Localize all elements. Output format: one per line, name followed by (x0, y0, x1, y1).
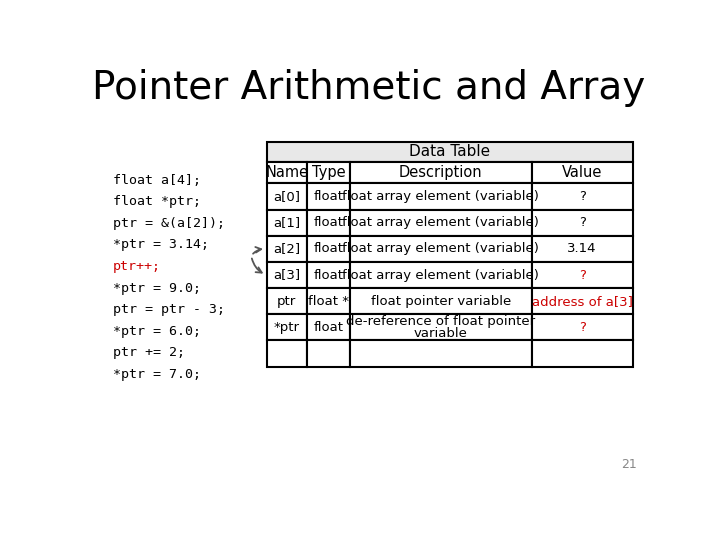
Text: float: float (313, 321, 343, 334)
Text: *ptr = 3.14;: *ptr = 3.14; (113, 239, 210, 252)
Text: float array element (variable): float array element (variable) (342, 268, 539, 281)
Text: ?: ? (579, 190, 585, 203)
Bar (266, 314, 307, 340)
Bar (307, 288, 350, 314)
Bar (350, 162, 532, 184)
Bar (307, 340, 350, 367)
Bar (532, 162, 632, 184)
Text: float *: float * (308, 295, 348, 308)
Bar (266, 288, 307, 314)
Text: ?: ? (579, 216, 585, 229)
Bar (532, 210, 632, 236)
Bar (307, 262, 350, 288)
Text: float: float (313, 216, 343, 229)
Text: variable: variable (414, 327, 467, 340)
Text: float *ptr;: float *ptr; (113, 195, 202, 208)
Text: a[1]: a[1] (274, 216, 300, 229)
Text: a[3]: a[3] (274, 268, 300, 281)
Text: float: float (313, 268, 343, 281)
Text: Description: Description (399, 165, 482, 180)
Text: float: float (313, 190, 343, 203)
Bar (350, 236, 532, 262)
Text: float array element (variable): float array element (variable) (342, 216, 539, 229)
Bar (350, 262, 532, 288)
Text: Pointer Arithmetic and Array: Pointer Arithmetic and Array (92, 69, 646, 107)
Text: Data Table: Data Table (409, 144, 490, 159)
Bar (532, 340, 632, 367)
Bar (350, 210, 532, 236)
Text: *ptr = 7.0;: *ptr = 7.0; (113, 368, 202, 381)
Bar (266, 162, 307, 184)
Text: ptr = &(a[2]);: ptr = &(a[2]); (113, 217, 225, 230)
Bar (266, 340, 307, 367)
Text: Value: Value (562, 165, 603, 180)
Bar (266, 142, 632, 162)
Text: 3.14: 3.14 (567, 242, 597, 255)
Text: 21: 21 (621, 458, 636, 471)
Text: float a[4];: float a[4]; (113, 174, 202, 187)
Text: Type: Type (312, 165, 345, 180)
Text: *ptr = 6.0;: *ptr = 6.0; (113, 325, 202, 338)
Text: ptr++;: ptr++; (113, 260, 161, 273)
Bar (307, 162, 350, 184)
Bar (307, 314, 350, 340)
Text: ?: ? (579, 268, 585, 281)
Text: de-reference of float pointer: de-reference of float pointer (346, 315, 535, 328)
Text: ptr += 2;: ptr += 2; (113, 346, 185, 359)
Text: a[0]: a[0] (274, 190, 300, 203)
Text: float array element (variable): float array element (variable) (342, 190, 539, 203)
Bar (266, 236, 307, 262)
Text: float pointer variable: float pointer variable (371, 295, 510, 308)
Bar (266, 210, 307, 236)
Text: *ptr = 9.0;: *ptr = 9.0; (113, 281, 202, 295)
Bar (350, 340, 532, 367)
Bar (350, 184, 532, 210)
Text: Name: Name (265, 165, 308, 180)
Bar (307, 236, 350, 262)
Text: ptr: ptr (277, 295, 297, 308)
Text: float array element (variable): float array element (variable) (342, 242, 539, 255)
Text: a[2]: a[2] (274, 242, 300, 255)
Bar (350, 314, 532, 340)
Bar (307, 210, 350, 236)
Text: float: float (313, 242, 343, 255)
Text: address of a[3]: address of a[3] (531, 295, 633, 308)
Bar (532, 288, 632, 314)
Bar (532, 184, 632, 210)
Text: ptr = ptr - 3;: ptr = ptr - 3; (113, 303, 225, 316)
Text: *ptr: *ptr (274, 321, 300, 334)
Bar (266, 184, 307, 210)
Bar (532, 314, 632, 340)
Bar (350, 288, 532, 314)
Text: ?: ? (579, 321, 585, 334)
Bar (532, 262, 632, 288)
Bar (532, 236, 632, 262)
Bar (307, 184, 350, 210)
Bar (266, 262, 307, 288)
